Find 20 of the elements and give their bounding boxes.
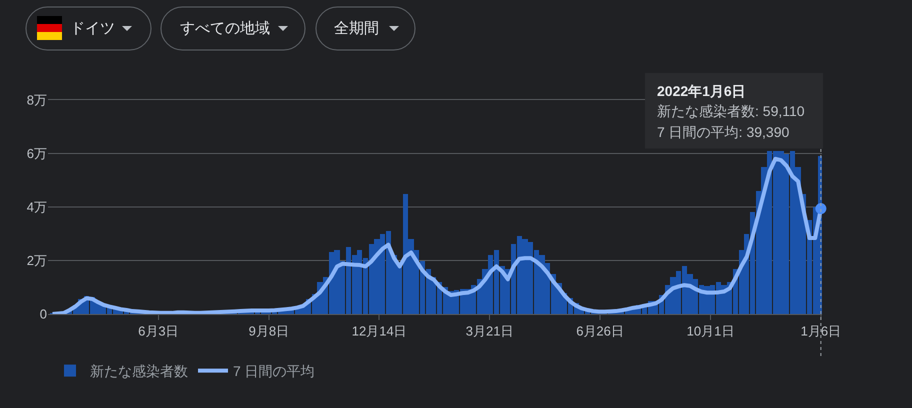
annotation: 7 日間の平均: 39,390: [657, 124, 790, 140]
x-tick-label: 10月1日: [686, 324, 734, 339]
y-tick-label: 4万: [26, 200, 47, 215]
x-tick-label: 3月21日: [466, 324, 514, 339]
text: 全期間: [334, 20, 379, 37]
legend-label: 7 日間の平均: [233, 363, 315, 380]
y-tick-label: 8万: [26, 92, 47, 108]
x-tick-label: 6月26日: [576, 324, 624, 339]
text: 2022年1月6日: [657, 83, 746, 99]
y-tick-label: 0: [40, 306, 47, 322]
y-tick-label: 6万: [26, 146, 47, 162]
y-tick-label: 2万: [26, 253, 47, 268]
text: すべての地域: [180, 20, 270, 37]
annotation: 新たな感染者数: 59,110: [657, 103, 805, 119]
legend-label: 新たな感染者数: [90, 363, 188, 380]
x-tick-label: 1月6日: [800, 324, 842, 339]
text: ドイツ: [70, 20, 115, 37]
x-tick-label: 9月8日: [248, 324, 290, 339]
x-tick-label: 12月14日: [352, 324, 407, 339]
x-tick-label: 6月3日: [138, 324, 179, 339]
